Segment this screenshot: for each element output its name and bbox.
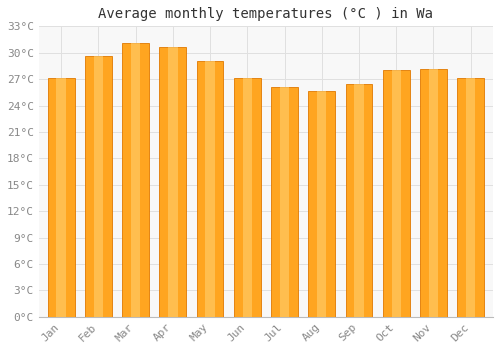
Title: Average monthly temperatures (°C ) in Wa: Average monthly temperatures (°C ) in Wa bbox=[98, 7, 433, 21]
Bar bbox=[392, 70, 401, 317]
Bar bbox=[234, 78, 260, 317]
Bar bbox=[242, 78, 252, 317]
Bar bbox=[122, 43, 149, 317]
Bar bbox=[280, 87, 289, 317]
Bar bbox=[317, 91, 326, 317]
Bar bbox=[354, 84, 364, 317]
Bar bbox=[383, 70, 409, 317]
Bar bbox=[458, 78, 484, 317]
Bar bbox=[48, 78, 74, 317]
Bar bbox=[196, 62, 224, 317]
Bar bbox=[160, 47, 186, 317]
Bar bbox=[168, 47, 177, 317]
Bar bbox=[271, 87, 298, 317]
Bar bbox=[420, 69, 447, 317]
Bar bbox=[56, 78, 66, 317]
Bar bbox=[85, 56, 112, 317]
Bar bbox=[308, 91, 335, 317]
Bar bbox=[429, 69, 438, 317]
Bar bbox=[346, 84, 372, 317]
Bar bbox=[94, 56, 103, 317]
Bar bbox=[466, 78, 475, 317]
Bar bbox=[206, 62, 215, 317]
Bar bbox=[131, 43, 140, 317]
